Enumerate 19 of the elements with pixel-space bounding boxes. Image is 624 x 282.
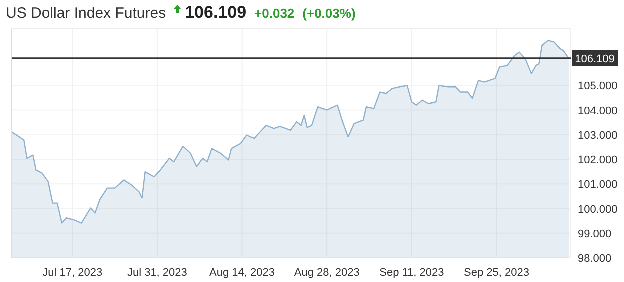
- chart-title: US Dollar Index Futures: [6, 5, 166, 22]
- x-tick-label: Aug 28, 2023: [294, 267, 360, 279]
- y-tick-label: 105.000: [578, 80, 618, 93]
- text: +0.032: [254, 6, 295, 21]
- x-tick-label: Jul 17, 2023: [42, 267, 103, 279]
- y-tick-label: 102.000: [578, 154, 618, 167]
- x-tick-label: Aug 14, 2023: [210, 267, 275, 279]
- x-tick-label: Jul 31, 2023: [127, 267, 188, 279]
- y-tick-label: 101.000: [578, 179, 618, 192]
- ref-line-label: 106.109: [575, 53, 615, 66]
- x-tick-label: Sep 11, 2023: [380, 267, 444, 279]
- text: 106.109: [185, 3, 247, 23]
- text: (+0.03%): [302, 6, 356, 21]
- y-tick-label: 103.000: [578, 130, 618, 142]
- x-tick-label: Sep 25, 2023: [464, 267, 530, 279]
- y-tick-label: 98.000: [578, 253, 612, 265]
- y-tick-label: 99.000: [578, 228, 612, 240]
- y-tick-label: 104.000: [578, 105, 618, 118]
- y-tick-label: 100.000: [578, 204, 618, 216]
